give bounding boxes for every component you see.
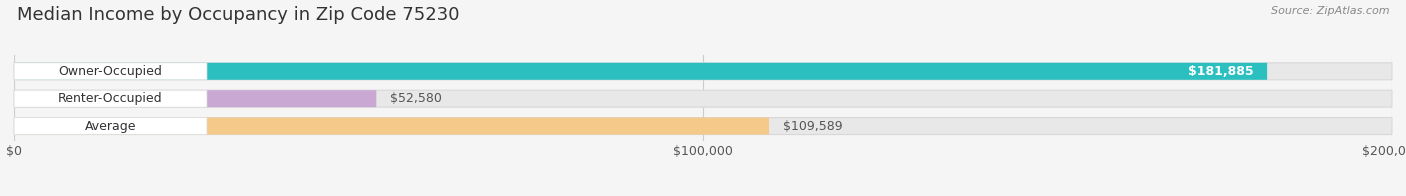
FancyBboxPatch shape [14, 118, 207, 134]
Text: Median Income by Occupancy in Zip Code 75230: Median Income by Occupancy in Zip Code 7… [17, 6, 460, 24]
FancyBboxPatch shape [14, 90, 207, 107]
Text: Average: Average [84, 120, 136, 132]
Text: $181,885: $181,885 [1188, 65, 1253, 78]
Text: Owner-Occupied: Owner-Occupied [59, 65, 163, 78]
Text: $109,589: $109,589 [783, 120, 842, 132]
FancyBboxPatch shape [14, 90, 1392, 107]
Text: Source: ZipAtlas.com: Source: ZipAtlas.com [1271, 6, 1389, 16]
FancyBboxPatch shape [14, 90, 377, 107]
FancyBboxPatch shape [14, 63, 207, 80]
Text: Renter-Occupied: Renter-Occupied [58, 92, 163, 105]
FancyBboxPatch shape [14, 63, 1267, 80]
FancyBboxPatch shape [14, 63, 1392, 80]
Text: $52,580: $52,580 [389, 92, 441, 105]
FancyBboxPatch shape [14, 118, 769, 134]
FancyBboxPatch shape [14, 118, 1392, 134]
